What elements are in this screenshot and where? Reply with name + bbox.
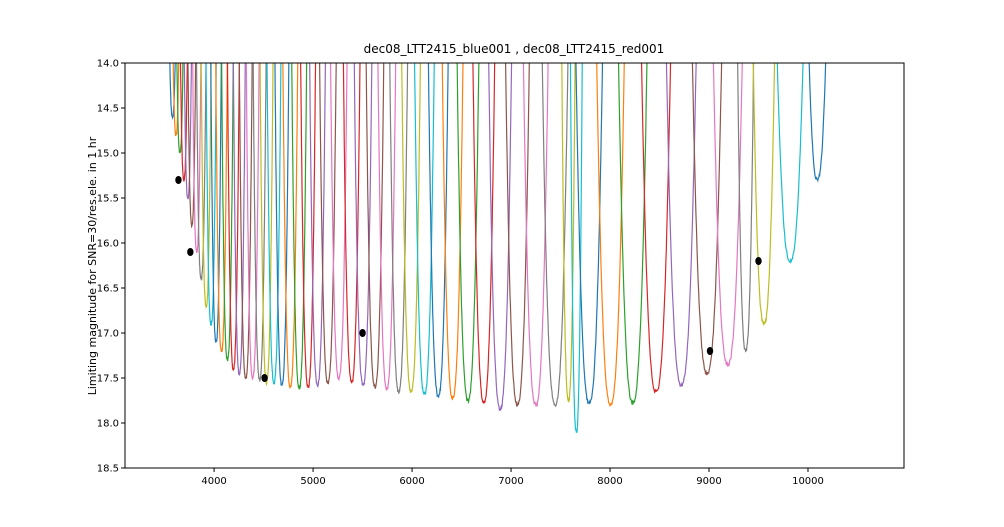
red-order-line (617, 63, 648, 406)
blue-order-line (238, 63, 253, 380)
marker-point (359, 329, 366, 337)
red-order-line (488, 63, 513, 412)
x-tick-label: 10000 (792, 476, 824, 487)
red-order-line (776, 63, 804, 264)
red-order-line (522, 63, 549, 408)
axes-frame (124, 62, 905, 469)
blue-order-line (266, 63, 282, 385)
red-order-line (456, 63, 480, 405)
red-order-line (389, 63, 409, 394)
marker-point (755, 257, 762, 265)
y-tick-label: 17.5 (97, 374, 119, 385)
red-order-line (575, 63, 604, 405)
blue-order-line (192, 63, 202, 254)
x-tick-label: 6000 (399, 476, 424, 487)
red-order-line (691, 63, 723, 376)
blue-order-line (215, 63, 228, 353)
x-tick-label: 8000 (597, 476, 622, 487)
blue-order-line (187, 63, 197, 229)
blue-order-line (176, 63, 184, 154)
red-order-line (427, 63, 449, 398)
blue-order-line (226, 63, 240, 371)
plot-area (169, 63, 827, 433)
y-tick-label: 16.5 (97, 284, 119, 295)
y-tick-label: 18.5 (97, 464, 119, 475)
blue-order-line (232, 63, 246, 377)
red-order-line (413, 63, 435, 395)
y-tick-label: 15.5 (97, 194, 119, 205)
marker-point (261, 374, 268, 382)
y-tick-label: 15.0 (97, 149, 119, 160)
y-axis-label: Limiting magnitude for SNR=30/res.ele. i… (86, 136, 99, 395)
red-order-line (401, 63, 421, 393)
red-order-line (665, 63, 697, 388)
red-order-line (737, 63, 755, 353)
blue-order-line (259, 63, 274, 387)
red-order-line (640, 63, 672, 395)
chart-title: dec08_LTT2415_blue001 , dec08_LTT2415_re… (364, 42, 665, 56)
red-order-line (712, 63, 743, 368)
red-order-line (561, 63, 576, 403)
red-order-line (596, 63, 625, 407)
marker-point (706, 347, 714, 355)
blue-order-line (169, 63, 176, 120)
red-order-line (342, 63, 361, 384)
red-order-line (377, 63, 397, 392)
blue-order-line (300, 63, 317, 389)
blue-order-line (252, 63, 267, 382)
blue-order-line (245, 63, 260, 381)
red-order-line (808, 63, 827, 183)
marker-point (175, 176, 182, 184)
blue-order-line (200, 63, 212, 309)
blue-order-line (318, 63, 337, 385)
red-order-line (365, 63, 385, 389)
axes: 4000 5000 6000 7000 8000 9000 10000 14.0 14.5 15.… (97, 59, 905, 487)
red-order-line (472, 63, 496, 405)
red-order-line (441, 63, 464, 401)
y-tick-label: 18.0 (97, 419, 119, 430)
x-tick-label: 7000 (498, 476, 523, 487)
blue-order-line (210, 63, 222, 343)
blue-order-line (179, 63, 188, 182)
blue-order-line (205, 63, 217, 326)
blue-order-line (329, 63, 348, 381)
blue-order-line (282, 63, 299, 389)
red-order-line (752, 63, 776, 327)
blue-order-line (195, 63, 207, 281)
y-tick-label: 16.0 (97, 239, 119, 250)
x-tick-label: 5000 (300, 476, 325, 487)
marker-point (187, 248, 194, 256)
y-tick-label: 14.0 (97, 59, 119, 70)
blue-order-line (172, 63, 180, 137)
x-tick-label: 9000 (696, 476, 721, 487)
red-order-line (504, 63, 530, 408)
blue-order-line (309, 63, 327, 388)
blue-order-line (291, 63, 308, 390)
y-tick-label: 17.0 (97, 329, 119, 340)
blue-order-line (221, 63, 234, 362)
x-tick-label: 4000 (201, 476, 226, 487)
red-order-line (353, 63, 373, 386)
blue-order-line (183, 63, 193, 200)
y-tick-label: 14.5 (97, 104, 119, 115)
blue-order-line (274, 63, 290, 386)
